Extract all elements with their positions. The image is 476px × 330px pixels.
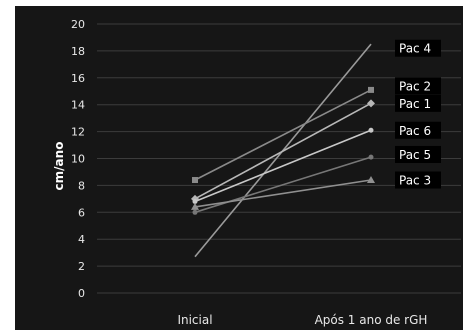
data-point bbox=[191, 202, 199, 210]
y-tick-label: 14 bbox=[71, 99, 85, 112]
data-point bbox=[192, 199, 198, 205]
y-tick-label: 8 bbox=[78, 179, 85, 192]
series-label-box bbox=[395, 94, 441, 112]
data-point bbox=[368, 127, 374, 133]
series-label-box bbox=[395, 171, 441, 189]
series-line bbox=[194, 89, 372, 181]
series-label-box bbox=[395, 121, 441, 139]
series-label: Pac 1 bbox=[399, 97, 431, 111]
y-tick-label: 4 bbox=[78, 233, 85, 246]
series-label-box bbox=[395, 77, 441, 95]
series-label: Pac 6 bbox=[399, 124, 431, 138]
data-point bbox=[192, 177, 198, 184]
series-label: Pac 2 bbox=[399, 79, 431, 93]
y-tick-label: 0 bbox=[78, 287, 85, 300]
series-line bbox=[194, 102, 372, 200]
series-line bbox=[194, 129, 372, 203]
y-tick-label: 2 bbox=[78, 260, 85, 273]
y-axis-label: cm/ano bbox=[52, 142, 66, 191]
data-point bbox=[367, 99, 375, 108]
series-line bbox=[194, 179, 372, 208]
y-tick-label: 6 bbox=[78, 206, 85, 219]
x-tick-label: Inicial bbox=[177, 313, 212, 327]
series-label: Pac 3 bbox=[399, 174, 431, 188]
series-label-box bbox=[395, 145, 441, 163]
series-label: Pac 5 bbox=[399, 148, 431, 162]
data-point bbox=[368, 86, 374, 93]
data-point bbox=[367, 176, 375, 184]
data-point bbox=[368, 154, 374, 160]
y-tick-label: 18 bbox=[71, 45, 85, 58]
y-tick-label: 12 bbox=[71, 126, 85, 139]
y-tick-label: 16 bbox=[71, 72, 85, 85]
data-point bbox=[192, 209, 198, 215]
series-label: Pac 4 bbox=[399, 42, 431, 56]
y-tick-label: 20 bbox=[71, 18, 85, 31]
x-tick-label: Após 1 ano de rGH bbox=[315, 313, 428, 327]
chart-area: cm/ano 0 2 4 6 8 10 12 14 16 18 20 Inicial Após 1 an… bbox=[15, 6, 463, 330]
series-label-box bbox=[395, 39, 441, 57]
y-tick-label: 10 bbox=[71, 153, 85, 166]
line-chart: cm/ano 0 2 4 6 8 10 12 14 16 18 20 Inicial Após 1 an… bbox=[52, 18, 461, 327]
